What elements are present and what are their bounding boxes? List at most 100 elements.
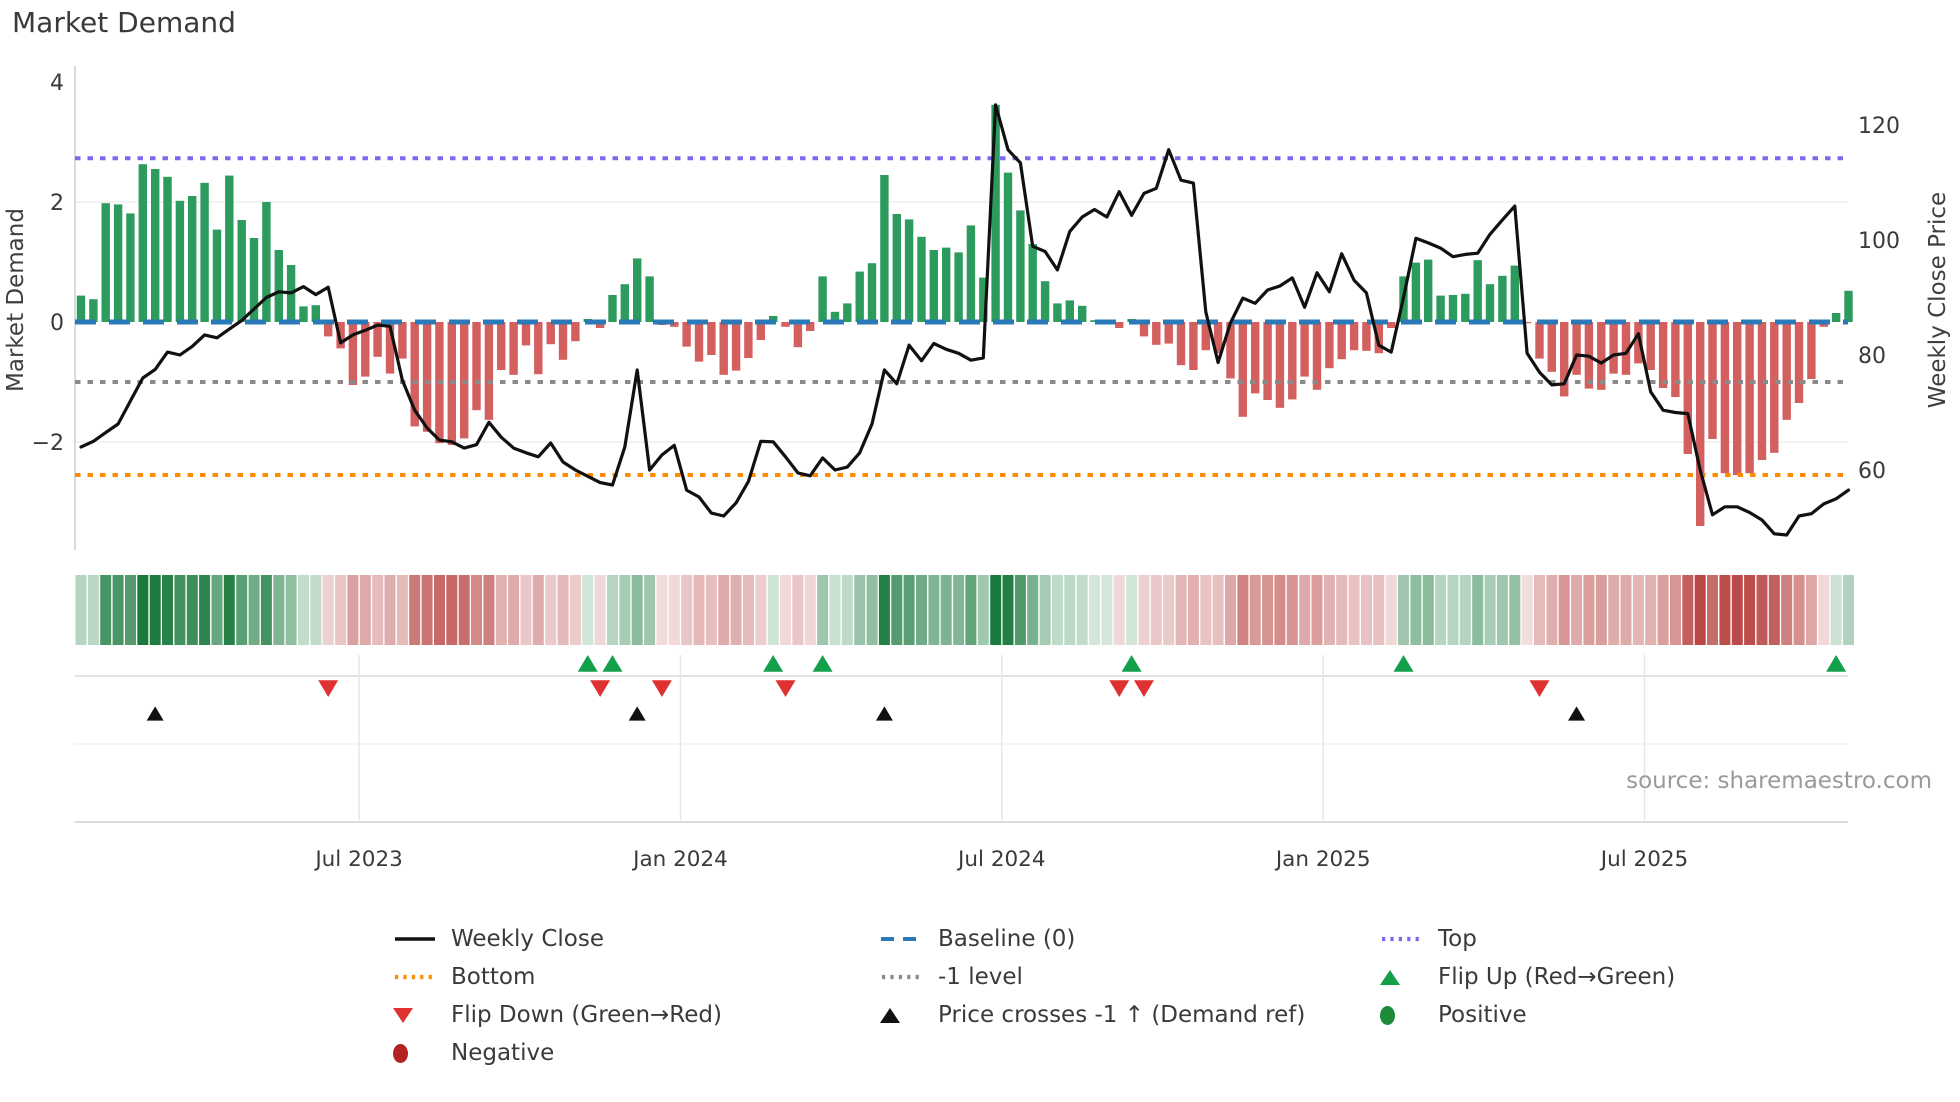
demand-bar bbox=[571, 322, 580, 342]
demand-bar bbox=[1696, 322, 1705, 526]
demand-bar bbox=[1671, 322, 1680, 397]
demand-bar bbox=[1757, 322, 1767, 460]
heatmap-cell bbox=[1496, 575, 1508, 645]
legend-dotted-line-icon bbox=[1382, 936, 1422, 942]
heatmap-cell bbox=[1113, 575, 1125, 645]
demand-bar bbox=[188, 196, 197, 322]
demand-bar bbox=[249, 238, 259, 322]
heatmap-cell bbox=[1373, 575, 1385, 645]
demand-bar bbox=[744, 322, 753, 358]
heatmap-cell bbox=[1225, 575, 1236, 645]
heatmap-cell bbox=[1583, 575, 1595, 645]
heatmap-cell bbox=[495, 575, 507, 645]
heatmap-cell bbox=[1336, 575, 1348, 645]
heatmap-cell bbox=[594, 575, 606, 645]
heatmap-cell bbox=[619, 575, 631, 645]
heatmap-cell bbox=[1719, 575, 1731, 645]
heatmap-cell bbox=[743, 575, 754, 645]
demand-bar bbox=[225, 175, 234, 322]
legend-label: Top bbox=[1438, 926, 1477, 952]
demand-bar bbox=[620, 284, 629, 322]
demand-bar bbox=[373, 322, 382, 357]
heatmap-cell bbox=[396, 575, 408, 645]
legend-item: Baseline (0) bbox=[880, 920, 1380, 958]
x-axis-tick: Jan 2024 bbox=[631, 847, 728, 872]
flip-up-marker bbox=[1393, 655, 1414, 672]
demand-bar bbox=[806, 322, 815, 331]
heatmap-cell bbox=[1756, 575, 1768, 645]
demand-bar bbox=[534, 322, 543, 375]
heatmap-cell bbox=[409, 575, 421, 645]
demand-bar bbox=[1016, 210, 1025, 322]
demand-bar bbox=[1609, 322, 1618, 374]
heatmap-cell bbox=[1163, 575, 1175, 645]
flip-up-marker bbox=[1121, 655, 1142, 672]
heatmap-cell bbox=[569, 575, 581, 645]
x-axis-tick: Jul 2025 bbox=[1599, 847, 1689, 872]
price-cross-marker bbox=[628, 706, 646, 721]
demand-bar bbox=[1634, 322, 1643, 364]
legend-label: Flip Up (Red→Green) bbox=[1438, 964, 1676, 990]
heatmap-cell bbox=[1299, 575, 1311, 645]
legend-triangle-up-icon bbox=[1380, 969, 1400, 985]
demand-bar bbox=[1078, 305, 1087, 322]
heatmap-cell bbox=[1694, 575, 1706, 645]
heatmap-cell bbox=[644, 575, 656, 645]
demand-bar bbox=[1448, 295, 1458, 322]
heatmap-cell bbox=[817, 575, 829, 645]
legend-label: Negative bbox=[451, 1040, 555, 1066]
heatmap-cell bbox=[656, 575, 668, 645]
x-axis-tick: Jan 2025 bbox=[1274, 847, 1371, 872]
heatmap-cell bbox=[248, 575, 260, 645]
demand-bar bbox=[274, 250, 283, 322]
heatmap-cell bbox=[273, 575, 285, 645]
demand-bar bbox=[1510, 265, 1519, 322]
left-axis-tick: 4 bbox=[50, 71, 64, 96]
heatmap-cell bbox=[953, 575, 965, 645]
demand-bar bbox=[880, 175, 889, 322]
heatmap-cell bbox=[75, 575, 87, 645]
heatmap-cell bbox=[1435, 575, 1447, 645]
legend-column: Baseline (0) -1 level Price crosses -1 ↑ (… bbox=[880, 920, 1380, 1072]
demand-bar bbox=[855, 271, 864, 322]
legend-item: Weekly Close bbox=[393, 920, 880, 958]
heatmap-cell bbox=[1521, 575, 1533, 645]
demand-bar bbox=[1597, 322, 1606, 390]
demand-bar bbox=[1844, 290, 1853, 322]
legend-dashed-line-icon bbox=[881, 937, 923, 941]
demand-bar bbox=[793, 322, 803, 348]
heatmap-cell bbox=[1101, 575, 1113, 645]
heatmap-cell bbox=[1682, 575, 1694, 645]
demand-bar bbox=[1498, 275, 1507, 322]
heatmap-cell bbox=[1818, 575, 1830, 645]
heatmap-cell bbox=[359, 575, 371, 645]
legend-dotted-line-icon bbox=[395, 974, 435, 980]
demand-bar bbox=[89, 299, 98, 322]
demand-bar bbox=[917, 236, 926, 322]
demand-bar bbox=[1461, 293, 1470, 322]
flip-up-marker bbox=[1826, 655, 1847, 672]
heatmap-cell bbox=[1632, 575, 1644, 645]
demand-bar bbox=[954, 252, 963, 322]
heatmap-cell bbox=[1200, 575, 1212, 645]
heatmap-cell bbox=[1805, 575, 1817, 645]
heatmap-cell bbox=[520, 575, 532, 645]
demand-bar bbox=[546, 322, 555, 345]
demand-bar bbox=[633, 258, 642, 322]
demand-bar bbox=[151, 169, 160, 322]
heatmap-cell bbox=[100, 575, 112, 645]
demand-bar bbox=[991, 104, 1000, 322]
demand-bar bbox=[1275, 322, 1285, 408]
heatmap-cell bbox=[310, 575, 322, 645]
heatmap-cell bbox=[903, 575, 915, 645]
right-axis-tick: 120 bbox=[1858, 114, 1900, 139]
heatmap-cell bbox=[545, 575, 557, 645]
legend-item: Bottom bbox=[393, 958, 880, 996]
demand-bar bbox=[1782, 322, 1791, 420]
heatmap-cell bbox=[1138, 575, 1150, 645]
demand-bar bbox=[1374, 322, 1383, 354]
demand-bar bbox=[1251, 322, 1260, 394]
heatmap-cell bbox=[1385, 575, 1397, 645]
demand-bar bbox=[1213, 322, 1223, 354]
